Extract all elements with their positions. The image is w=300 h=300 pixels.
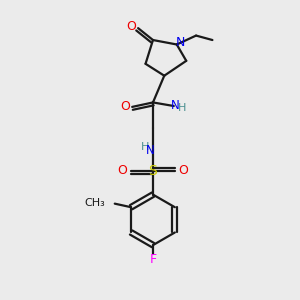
Text: O: O <box>127 20 136 33</box>
Text: H: H <box>178 103 186 113</box>
Text: O: O <box>178 164 188 177</box>
Text: N: N <box>176 36 185 49</box>
Text: S: S <box>148 164 157 178</box>
Text: N: N <box>146 144 154 157</box>
Text: N: N <box>171 99 180 112</box>
Text: F: F <box>149 253 157 266</box>
Text: O: O <box>120 100 130 112</box>
Text: H: H <box>140 142 149 152</box>
Text: O: O <box>117 164 127 177</box>
Text: CH₃: CH₃ <box>85 198 105 208</box>
